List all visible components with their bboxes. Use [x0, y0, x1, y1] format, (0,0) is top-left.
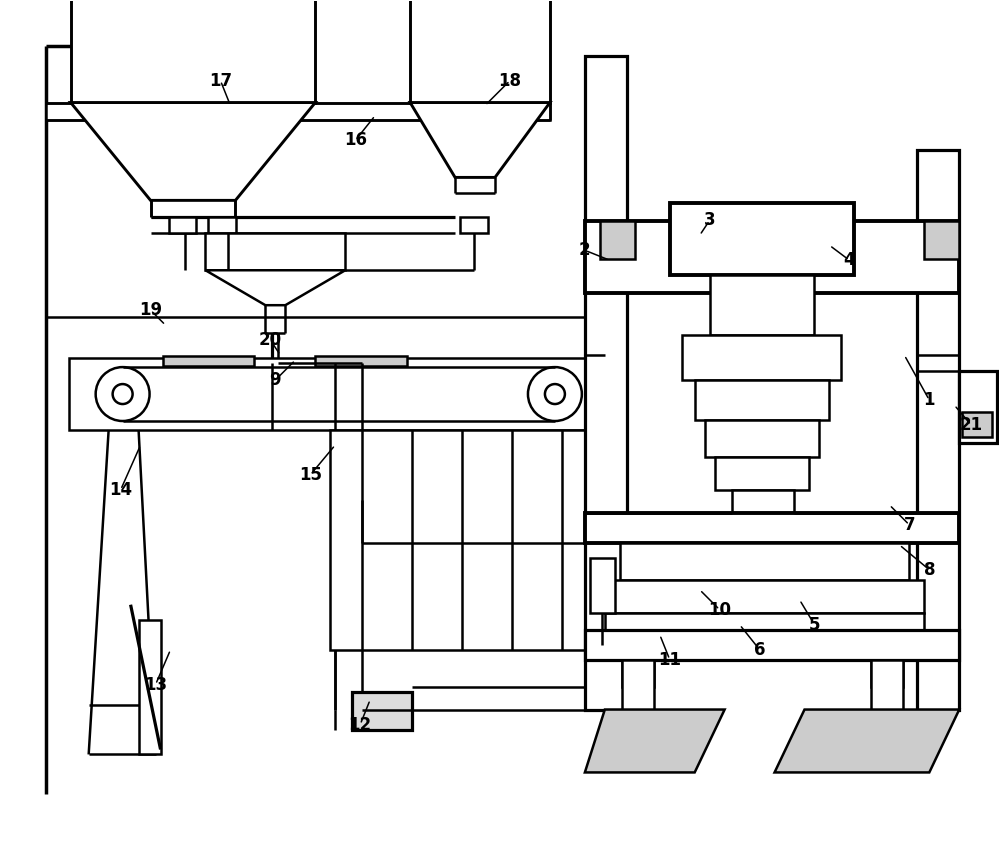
Polygon shape	[410, 103, 550, 177]
Bar	[585, 221, 959, 293]
Bar	[871, 659, 903, 687]
Bar	[208, 217, 236, 233]
Text: 11: 11	[658, 651, 681, 669]
Bar	[705, 420, 819, 457]
Bar	[585, 56, 627, 710]
Polygon shape	[585, 710, 725, 772]
Bar	[585, 629, 959, 659]
Bar	[590, 557, 615, 613]
Text: 18: 18	[498, 72, 521, 90]
Text: 2: 2	[579, 241, 591, 259]
Text: 8: 8	[924, 561, 935, 579]
Text: 21: 21	[960, 416, 983, 434]
Bar	[710, 275, 814, 335]
Polygon shape	[775, 710, 959, 772]
Text: 3: 3	[704, 211, 715, 229]
Bar	[585, 513, 959, 543]
Bar	[605, 580, 924, 613]
Text: 20: 20	[259, 331, 282, 349]
Bar	[605, 613, 924, 645]
Bar	[352, 692, 412, 729]
Bar	[670, 203, 854, 275]
Bar	[460, 217, 488, 233]
Text: 19: 19	[139, 301, 162, 319]
Bar	[46, 103, 550, 121]
Bar	[962, 412, 992, 437]
Bar	[330, 430, 592, 650]
Text: 5: 5	[809, 616, 820, 634]
Bar	[924, 221, 959, 259]
Bar	[69, 358, 598, 430]
Text: 17: 17	[209, 72, 232, 90]
Bar	[139, 620, 161, 754]
Text: 16: 16	[344, 132, 367, 150]
Text: 1: 1	[924, 391, 935, 409]
Bar	[205, 233, 345, 270]
Bar	[315, 357, 407, 366]
Polygon shape	[71, 103, 315, 200]
Text: 14: 14	[109, 481, 132, 499]
Text: 7: 7	[904, 516, 915, 534]
Bar	[871, 659, 903, 710]
Bar	[695, 380, 829, 420]
Bar	[682, 335, 841, 380]
Bar	[715, 457, 809, 490]
Bar	[917, 150, 959, 710]
Bar	[410, 0, 550, 103]
Bar	[732, 490, 794, 513]
Bar	[622, 659, 654, 710]
Bar	[622, 659, 654, 687]
Text: 9: 9	[270, 371, 281, 389]
Text: 6: 6	[754, 640, 765, 658]
Text: 4: 4	[844, 251, 855, 269]
Bar	[169, 217, 196, 233]
Text: 13: 13	[144, 675, 167, 693]
Text: 15: 15	[299, 466, 322, 484]
Bar	[959, 371, 997, 443]
Bar	[71, 0, 315, 103]
Text: 12: 12	[349, 716, 372, 734]
Text: 10: 10	[708, 601, 731, 619]
Bar	[620, 543, 909, 580]
Bar	[163, 357, 254, 366]
Polygon shape	[205, 270, 345, 305]
Bar	[600, 221, 635, 259]
